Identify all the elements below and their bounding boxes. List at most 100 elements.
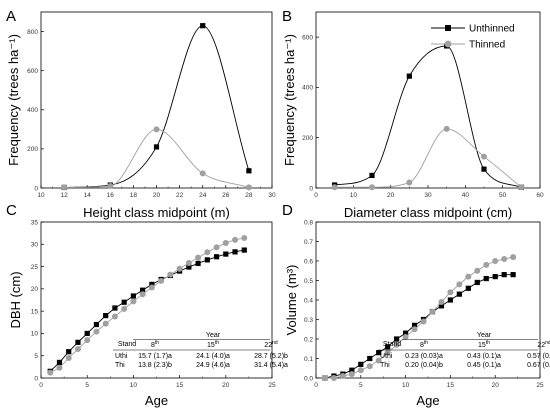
point-thinned [406,179,413,186]
y-tick-label: 0 [34,375,38,382]
x-axis-label: Age [145,393,168,408]
point-unthinned [403,330,409,336]
point-thinned [185,260,192,267]
point-thinned [429,308,436,315]
legend-square-marker [445,25,451,31]
y-axis-label: Volume (m³) [284,265,299,336]
point-thinned [102,320,109,327]
table-stand-header: Stand [383,341,401,348]
point-thinned [61,184,68,191]
point-thinned [195,254,202,261]
x-tick-label: 50 [499,192,507,199]
point-thinned [411,326,418,333]
x-tick-label: 10 [350,192,358,199]
table-column-header: 22nd [264,340,278,349]
panel-letter: A [6,8,16,25]
point-thinned [357,367,364,374]
series-line-thinned [64,128,250,188]
point-thinned [107,183,114,190]
point-thinned [65,354,72,361]
x-tick-label: 10 [130,382,138,389]
y-tick-label: 15 [31,308,39,315]
point-unthinned [195,260,201,267]
point-unthinned [501,272,507,278]
panel-a: 10 12 14 16 18 20 22 24 26 28 30 0 200 400 600 800 A Heig… [6,8,276,220]
inset-table: Year Stand 8th 15th 22nd Uthi 15.7 (1.7)a 24.1 … [113,332,288,369]
table-stand-cell: Uthi [380,353,393,360]
point-unthinned [492,274,498,280]
table-value-cell: 28.7 (5.2)b [254,353,288,360]
point-thinned [84,337,91,344]
point-unthinned [93,321,100,328]
point-thinned [330,375,337,381]
table-stand-cell: Thi [115,362,125,369]
x-tick-label: 5 [359,382,363,389]
x-tick-label: 0 [39,382,43,389]
point-thinned [456,281,463,288]
point-thinned [492,258,499,264]
x-tick-label: 30 [424,192,432,199]
x-axis-label: Diameter class midpoint (cm) [344,205,512,220]
point-thinned [465,273,472,280]
point-unthinned [358,361,364,367]
y-tick-label: 20 [31,286,39,293]
point-thinned [204,249,211,256]
x-tick-label: 26 [222,192,230,199]
point-unthinned [406,73,412,79]
legend-label: Thinned [469,40,505,51]
y-tick-label: 5 [34,353,38,360]
point-unthinned [204,257,210,263]
y-tick-label: 35 [31,219,39,226]
point-thinned [56,364,63,371]
table-year-header: Year [477,332,492,339]
point-unthinned [149,281,155,287]
y-tick-label: 0.2 [304,336,313,343]
y-tick-label: 200 [27,146,38,153]
point-thinned [375,357,382,364]
point-unthinned [223,251,229,257]
y-tick-label: 0 [34,185,38,192]
y-tick-label: 400 [27,107,38,114]
panel-c: 0 5 10 15 20 25 0 5 10 15 20 25 30 35 C Age DBH (cm) Year… [6,202,288,408]
series-line-unthinned [334,45,522,188]
point-unthinned [232,249,238,255]
table-value-cell: 15.7 (1.7)a [138,353,172,360]
point-thinned [366,363,373,370]
point-thinned [438,298,445,305]
x-tick-label: 10 [402,382,410,389]
point-unthinned [481,166,487,172]
point-unthinned [56,359,63,365]
point-thinned [501,256,508,263]
point-thinned [153,126,160,133]
x-tick-label: 20 [492,382,500,389]
point-unthinned [369,172,375,179]
table-value-cell: 0.43 (0.1)a [467,353,501,360]
point-unthinned [465,285,471,291]
point-thinned [384,349,391,356]
point-thinned [74,346,81,353]
point-thinned [393,341,400,348]
y-tick-label: 200 [302,135,313,142]
point-thinned [176,265,183,272]
y-axis-label: Frequency (trees ha⁻¹) [6,34,21,166]
point-unthinned [394,336,400,342]
y-tick-label: 800 [27,29,38,36]
point-unthinned [140,287,146,293]
table-value-cell: 0.23 (0.03)a [405,353,443,360]
table-value-cell: 13.8 (2.3)b [138,362,172,369]
point-thinned [420,318,427,325]
point-unthinned [200,23,206,29]
table-value-cell: 0.57 (0.2)b [527,353,550,360]
table-value-cell: 0.67 (0.2)a [527,362,550,369]
point-thinned [158,277,165,284]
point-thinned [402,334,409,341]
table-value-cell: 24.1 (4.0)a [196,353,230,360]
point-thinned [139,291,146,298]
point-unthinned [66,349,72,355]
y-tick-label: 30 [31,242,39,249]
point-thinned [518,184,525,191]
x-axis-label: Age [416,393,439,408]
y-axis-label: DBH (cm) [8,271,23,328]
point-unthinned [84,330,90,337]
